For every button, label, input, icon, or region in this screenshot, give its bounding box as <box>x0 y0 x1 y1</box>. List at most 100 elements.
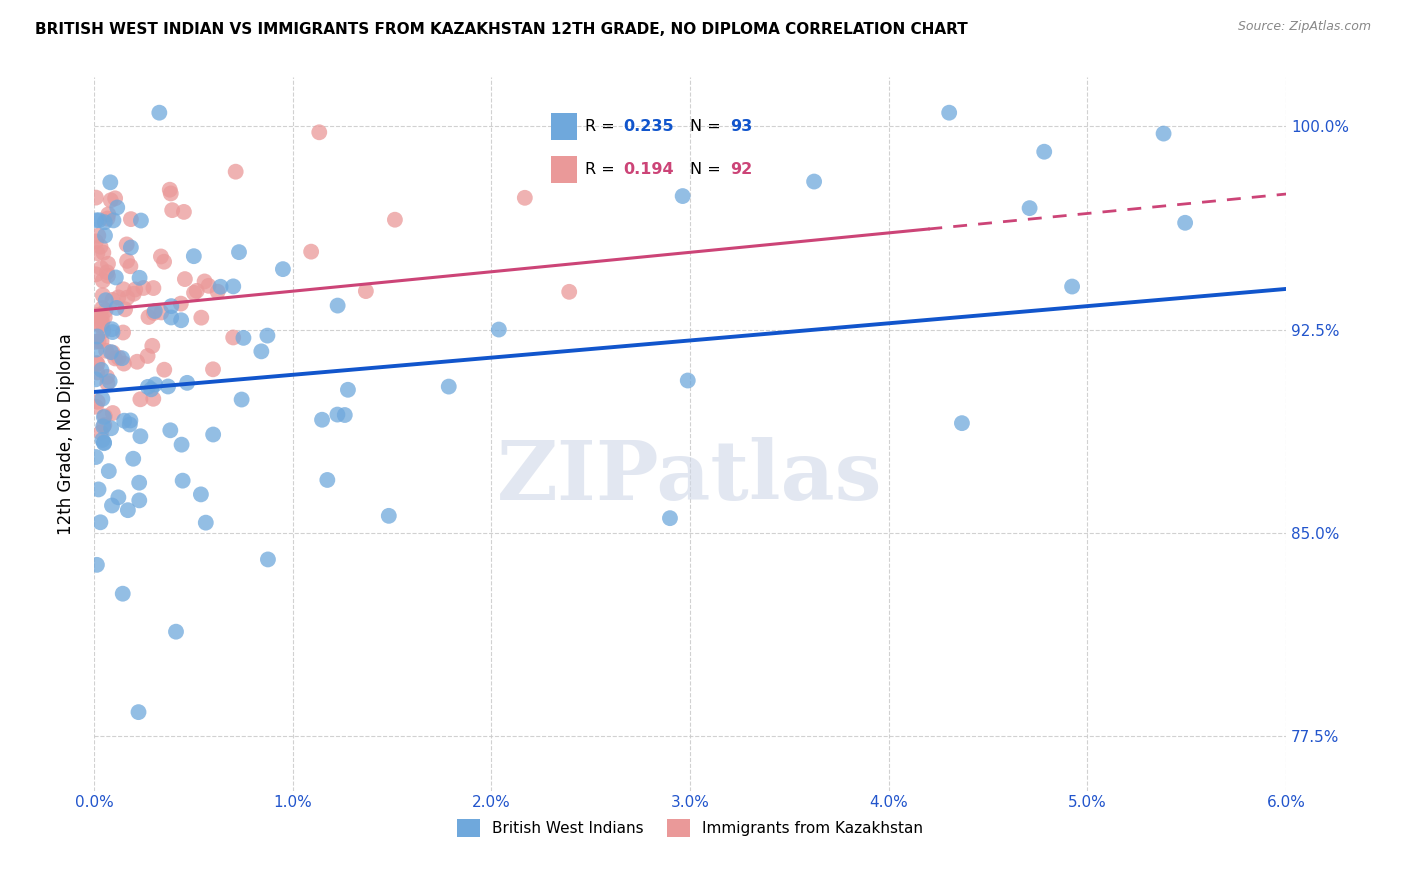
Point <box>87 213 110 227</box>
Point <box>86 246 108 260</box>
Point <box>159 186 181 201</box>
Point <box>93 324 115 338</box>
Point <box>97 464 120 478</box>
Point <box>84 268 107 282</box>
Point <box>190 487 212 501</box>
Point <box>1153 127 1175 141</box>
Point <box>86 356 108 370</box>
Point <box>90 334 112 348</box>
Point <box>209 279 232 293</box>
Point <box>90 318 112 333</box>
Point <box>311 413 333 427</box>
Point <box>86 357 108 371</box>
Point <box>120 413 142 427</box>
Point <box>138 310 160 324</box>
Point <box>326 299 349 313</box>
Point <box>118 417 141 432</box>
Point <box>173 272 195 286</box>
Point <box>231 392 253 407</box>
Point <box>159 183 181 197</box>
Point <box>659 511 682 525</box>
Point <box>89 240 111 254</box>
Point <box>159 423 181 437</box>
Point <box>117 503 139 517</box>
Point <box>128 475 150 490</box>
Point <box>128 493 150 508</box>
Point <box>1033 145 1056 159</box>
Point <box>384 212 406 227</box>
Point <box>222 279 245 293</box>
Point <box>84 372 107 386</box>
Point <box>94 303 117 318</box>
Point <box>127 355 149 369</box>
Point <box>90 425 112 440</box>
Point <box>160 310 183 325</box>
Point <box>803 175 825 189</box>
Point <box>93 418 115 433</box>
Point <box>86 329 108 343</box>
Point <box>84 343 107 357</box>
Point <box>101 406 124 420</box>
Point <box>93 310 115 325</box>
Point <box>96 211 118 226</box>
Point <box>87 334 110 349</box>
Point <box>228 245 250 260</box>
Point <box>97 268 120 283</box>
Point <box>141 339 163 353</box>
Point <box>129 429 152 443</box>
Point <box>558 285 581 299</box>
Point <box>157 379 180 393</box>
Point <box>101 325 124 339</box>
Point <box>87 228 110 243</box>
Point <box>225 164 247 178</box>
Point <box>136 380 159 394</box>
Point <box>84 450 107 464</box>
Point <box>112 357 135 371</box>
Point <box>112 326 135 340</box>
Point <box>84 213 107 227</box>
Point <box>87 308 110 322</box>
Point <box>93 436 115 450</box>
Point <box>176 376 198 390</box>
Y-axis label: 12th Grade, No Diploma: 12th Grade, No Diploma <box>58 333 75 535</box>
Point <box>170 313 193 327</box>
Point <box>183 249 205 263</box>
Point <box>86 365 108 379</box>
Point <box>101 293 124 307</box>
Point <box>107 290 129 304</box>
Point <box>104 351 127 366</box>
Point <box>104 191 127 205</box>
Point <box>105 201 128 215</box>
Point <box>1018 201 1040 215</box>
Point <box>676 374 699 388</box>
Point <box>672 189 695 203</box>
Point <box>1062 279 1084 293</box>
Point <box>141 382 163 396</box>
Point <box>94 228 117 243</box>
Point <box>105 301 128 315</box>
Point <box>316 473 339 487</box>
Point <box>186 284 208 298</box>
Point <box>120 212 142 227</box>
Point <box>84 309 107 323</box>
Point <box>93 245 115 260</box>
Point <box>107 491 129 505</box>
Point <box>96 370 118 384</box>
Point <box>84 235 107 249</box>
Point <box>143 304 166 318</box>
Point <box>153 362 176 376</box>
Point <box>115 237 138 252</box>
Point <box>153 254 176 268</box>
Point <box>170 296 193 310</box>
Point <box>93 435 115 450</box>
Point <box>150 305 173 319</box>
Point <box>122 286 145 301</box>
Point <box>122 451 145 466</box>
Point <box>86 394 108 409</box>
Point <box>98 374 121 388</box>
Point <box>114 302 136 317</box>
Point <box>86 558 108 572</box>
Point <box>128 705 150 719</box>
Point <box>160 299 183 313</box>
Point <box>101 499 124 513</box>
